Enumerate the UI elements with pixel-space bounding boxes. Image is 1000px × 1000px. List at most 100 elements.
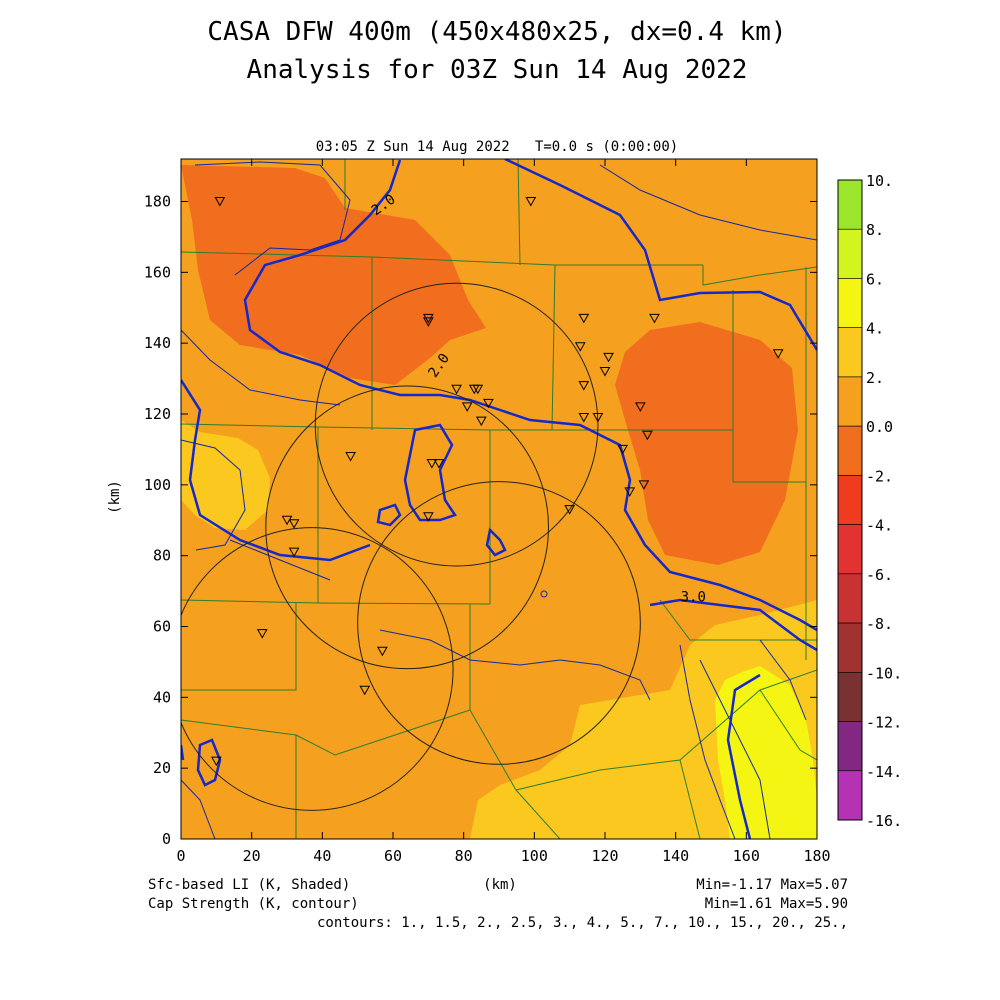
colorbar-label: 2. (866, 369, 884, 387)
x-tick-label: 120 (591, 847, 618, 865)
colorbar-label: -4. (866, 517, 893, 535)
station-marker (578, 413, 590, 423)
y-tick-label: 40 (153, 688, 171, 706)
radar-ring (181, 527, 454, 811)
shaded-field-label: Sfc-based LI (K, Shaded) (148, 877, 350, 893)
station-marker (642, 430, 653, 441)
contour-label: 3.0 (681, 590, 706, 606)
station-marker (525, 197, 537, 207)
station-marker (422, 512, 434, 522)
shaded-region-mid-w (181, 420, 270, 530)
x-tick-label: 80 (455, 847, 473, 865)
x-tick-label: 60 (384, 847, 402, 865)
colorbar-segment (837, 524, 863, 575)
shaded-stats: Min=-1.17 Max=5.07 (696, 877, 848, 893)
shaded-region-low-e (615, 322, 798, 565)
radar-ring (314, 282, 599, 567)
y-tick-label: 0 (162, 830, 171, 848)
chart-title-line1: CASA DFW 400m (450x480x25, dx=0.4 km) (207, 17, 786, 47)
station-marker (475, 416, 487, 427)
y-tick-label: 160 (144, 263, 171, 281)
station-marker (214, 197, 226, 207)
station-marker (422, 317, 434, 327)
station-marker (617, 444, 629, 455)
x-tick-label: 180 (803, 847, 830, 865)
station-marker (426, 459, 438, 469)
plot-area: 2.02.03.0 (181, 159, 817, 839)
station-marker (483, 398, 494, 409)
y-tick-label: 180 (144, 193, 171, 211)
point-marker (540, 590, 548, 598)
shaded-region-low-nw (181, 165, 486, 385)
chart-subtitle: 03:05 Z Sun 14 Aug 2022 T=0.0 s (0:00:00… (316, 139, 678, 155)
station-marker (574, 342, 586, 352)
colorbar-label: -16. (866, 812, 902, 830)
radar-ring (357, 481, 641, 765)
y-axis-label: (km) (107, 480, 123, 514)
station-marker (288, 519, 300, 529)
colorbar-segment (837, 278, 863, 328)
colorbar-segment (837, 228, 863, 279)
colorbar-label: 6. (866, 270, 884, 288)
station-marker (433, 459, 445, 469)
station-marker (603, 352, 614, 363)
station-marker (256, 629, 268, 639)
station-marker (564, 505, 576, 515)
x-tick-label: 0 (176, 847, 185, 865)
x-tick-label: 160 (733, 847, 760, 865)
colorbar-segment (837, 622, 863, 673)
station-marker (359, 685, 371, 696)
x-tick-label: 20 (243, 847, 261, 865)
station-marker (210, 756, 222, 767)
radar-ring (265, 385, 549, 670)
cap-strength-contours-bold (181, 159, 817, 839)
station-marker (472, 384, 484, 395)
colorbar-label: 0.0 (866, 418, 893, 436)
colorbar-segment (837, 672, 863, 722)
colorbar-segment (837, 573, 863, 624)
station-marker (578, 381, 590, 391)
y-tick-label: 140 (144, 334, 171, 352)
station-marker (638, 480, 650, 490)
colorbar-label: 8. (866, 221, 884, 239)
colorbar-segment (837, 425, 863, 476)
station-marker (624, 487, 636, 497)
y-axis: 0 20 40 60 80 100 120 140 160 180 (144, 193, 817, 848)
plot-frame (180, 158, 818, 840)
y-tick-label: 100 (144, 476, 171, 494)
contour-stats: Min=1.61 Max=5.90 (705, 896, 848, 912)
station-marker (345, 452, 356, 462)
x-tick-label: 140 (662, 847, 689, 865)
station-marker (649, 313, 660, 324)
colorbar-segment (837, 770, 863, 821)
colorbar-label: -12. (866, 714, 902, 732)
colorbar-label: -6. (866, 566, 893, 584)
station-marker (578, 313, 590, 324)
station-marker (772, 349, 784, 359)
colorbar-label: -2. (866, 467, 893, 485)
y-tick-label: 80 (153, 547, 171, 565)
colorbar-label: -14. (866, 763, 902, 781)
y-tick-label: 20 (153, 759, 171, 777)
y-tick-label: 60 (153, 618, 171, 636)
x-axis: 0 20 40 60 80 100 120 140 160 180 (176, 159, 831, 865)
colorbar-label: 10. (866, 172, 893, 190)
station-marker (451, 384, 462, 395)
colorbar-segment (837, 327, 863, 378)
contour-levels: contours: 1., 1.5, 2., 2.5, 3., 4., 5., … (317, 915, 848, 931)
shaded-region-high-se (715, 666, 817, 839)
station-markers (210, 197, 784, 767)
colorbar-label: 4. (866, 320, 884, 338)
station-marker (461, 402, 473, 412)
colorbar-segment (837, 475, 863, 525)
colorbar-frame (837, 179, 863, 821)
station-marker (592, 413, 604, 423)
colorbar-label: -10. (866, 664, 902, 682)
contour-field-label: Cap Strength (K, contour) (148, 896, 359, 912)
station-marker (634, 402, 646, 412)
station-marker (377, 646, 388, 657)
x-axis-label: (km) (483, 877, 517, 893)
colorbar-segment (837, 721, 863, 772)
county-boundaries (181, 159, 817, 839)
y-tick-label: 120 (144, 405, 171, 423)
